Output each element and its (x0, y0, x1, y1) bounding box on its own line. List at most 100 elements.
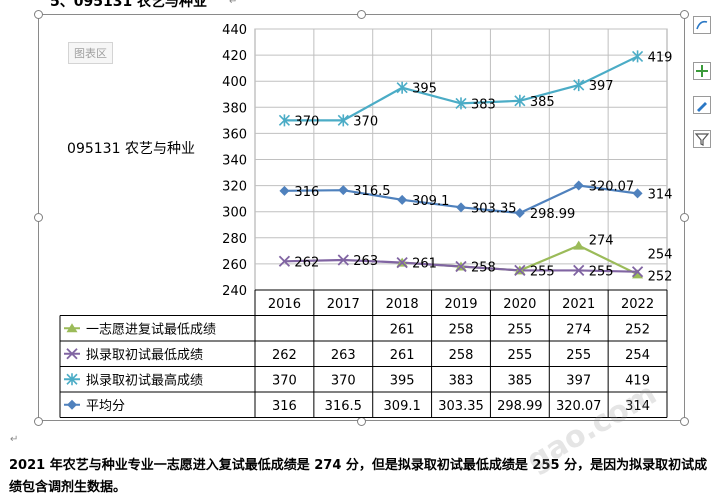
analysis-note: 2021 年农艺与种业专业一志愿进入复试最低成绩是 274 分，但是拟录取初试最… (9, 458, 708, 495)
data-label: 255 (589, 264, 614, 279)
table-cell: 395 (390, 373, 415, 388)
table-header-cell: 2016 (268, 297, 301, 312)
table-cell: 255 (507, 322, 532, 337)
series-4-point (338, 185, 349, 196)
legend-entry: 拟录取初试最低成绩 (86, 348, 203, 363)
data-label: 274 (589, 234, 614, 249)
table-cell: 261 (390, 322, 415, 337)
data-label: 309.1 (412, 194, 449, 209)
table-cell: 255 (566, 348, 591, 363)
table-cell: 254 (625, 348, 650, 363)
layout-options-icon[interactable] (693, 130, 711, 148)
y-tick-label: 380 (222, 101, 247, 116)
legend-entry: 一志愿进复试最低成绩 (86, 322, 216, 337)
table-header-cell: 2018 (386, 297, 419, 312)
table-cell: 298.99 (497, 399, 543, 414)
series-4-point (397, 194, 408, 205)
chart-filters-icon[interactable] (693, 96, 711, 114)
table-cell: 274 (566, 322, 591, 337)
data-label: 383 (471, 97, 496, 112)
y-tick-label: 360 (222, 127, 247, 142)
table-cell: 303.35 (438, 399, 484, 414)
data-label: 316.5 (353, 184, 390, 199)
resize-handle-top-right[interactable] (680, 10, 689, 19)
data-label: 419 (648, 50, 673, 65)
legend-key-marker (67, 399, 77, 410)
series-4-point (573, 180, 584, 191)
y-tick-label: 400 (222, 75, 247, 90)
y-tick-label: 440 (222, 23, 247, 38)
table-cell: 316.5 (325, 399, 362, 414)
series-4-point (279, 185, 290, 196)
chart-frame[interactable] (38, 14, 685, 421)
table-header-cell: 2017 (327, 297, 360, 312)
table-cell: 262 (272, 348, 297, 363)
table-cell: 314 (625, 399, 650, 414)
data-label: 303.35 (471, 201, 517, 216)
resize-handle-top-middle[interactable] (357, 10, 366, 19)
data-label: 314 (648, 187, 673, 202)
series-2-point (455, 260, 467, 273)
table-cell: 397 (566, 373, 591, 388)
table-cell: 263 (331, 348, 356, 363)
series-3-point (573, 79, 585, 92)
table-header-cell: 2020 (503, 297, 536, 312)
y-tick-label: 420 (222, 49, 247, 64)
chart-area-tooltip: 图表区 (68, 42, 113, 64)
data-label: 258 (471, 261, 496, 276)
y-tick-label: 340 (222, 154, 247, 169)
table-cell: 258 (449, 322, 474, 337)
table-cell: 252 (625, 322, 650, 337)
legend-key-marker (66, 323, 78, 333)
series-1-point (632, 269, 644, 279)
y-tick-label: 320 (222, 180, 247, 195)
table-cell: 309.1 (384, 399, 421, 414)
table-header-cell: 2021 (562, 297, 595, 312)
legend-key-marker (66, 373, 78, 386)
series-2-point (514, 264, 526, 277)
table-header-cell: 2019 (444, 297, 477, 312)
table-cell: 385 (507, 373, 532, 388)
chart-elements-icon[interactable] (693, 16, 711, 34)
data-label: 298.99 (530, 207, 576, 222)
table-cell: 261 (390, 348, 415, 363)
resize-handle-middle-right[interactable] (680, 213, 689, 222)
series-2-point (337, 254, 349, 266)
table-cell: 320.07 (556, 399, 602, 414)
resize-handle-middle-left[interactable] (34, 213, 43, 222)
legend-entry: 平均分 (86, 399, 125, 414)
y-tick-label: 260 (222, 258, 247, 273)
series-4-point (632, 188, 643, 199)
data-label: 320.07 (589, 180, 635, 195)
data-label: 261 (412, 257, 437, 272)
resize-handle-bottom-right[interactable] (680, 417, 689, 426)
data-label: 263 (353, 254, 378, 269)
series-4-point (456, 202, 466, 213)
table-cell: 370 (331, 373, 356, 388)
data-label: 316 (294, 185, 319, 200)
resize-handle-top-left[interactable] (34, 10, 43, 19)
data-label: 397 (589, 79, 614, 94)
resize-handle-bottom-left[interactable] (34, 417, 43, 426)
paragraph-mark: ↵ (10, 434, 19, 445)
paragraph-mark: ↵ (229, 0, 238, 7)
series-3-point (278, 114, 290, 127)
data-label: 370 (294, 114, 319, 129)
table-cell: 383 (449, 373, 474, 388)
data-label: 370 (353, 114, 378, 129)
series-3-point (455, 97, 467, 110)
y-tick-label: 300 (222, 206, 247, 221)
table-cell: 255 (507, 348, 532, 363)
series-2-point (278, 255, 291, 267)
data-label: 385 (530, 95, 555, 110)
series-3-point (632, 50, 644, 63)
table-header-cell: 2022 (621, 297, 654, 312)
data-label: 254 (648, 248, 673, 263)
section-heading: 5、095131 农艺与种业 (50, 0, 208, 10)
series-3-point (396, 81, 408, 94)
series-3-point (514, 94, 526, 107)
series-3-point (337, 114, 349, 127)
chart-styles-icon[interactable] (693, 62, 711, 80)
data-label: 395 (412, 82, 437, 97)
